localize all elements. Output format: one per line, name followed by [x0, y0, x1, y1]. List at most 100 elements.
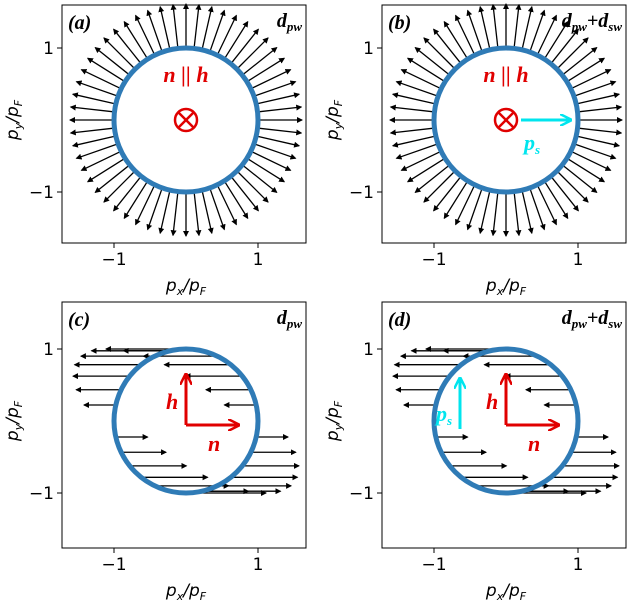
field-arrow: [170, 192, 179, 237]
y-axis-label: py/pF: [3, 400, 25, 442]
field-arrow: [94, 165, 130, 193]
field-arrow: [209, 188, 226, 231]
field-arrow: [574, 80, 617, 97]
y-tick-label: 1: [363, 340, 374, 360]
field-arrow: [466, 9, 483, 52]
y-axis-label: py/pF: [323, 99, 345, 141]
n-label: n: [528, 431, 540, 456]
y-tick-label: 1: [43, 340, 54, 360]
field-arrow: [103, 37, 135, 69]
x-tick-label: 1: [253, 250, 264, 270]
field-arrow: [391, 135, 435, 148]
ps-label: ps: [434, 401, 452, 428]
field-arrow: [231, 176, 259, 212]
fermi-circle: [431, 45, 581, 195]
field-arrow: [242, 47, 278, 75]
panel-b: −1 1 1 −1 px/pF py/pF (b) dpw+dsw n || h ps: [323, 3, 627, 298]
field-arrow: [551, 28, 579, 64]
plot-frame: [61, 4, 307, 244]
field-arrow: [224, 20, 249, 59]
field-arrow: [537, 185, 557, 226]
field-arrow: [247, 158, 286, 183]
field-arrow: [113, 176, 141, 212]
x-tick-label: 1: [573, 555, 584, 575]
field-arrow: [562, 47, 598, 75]
field-arrow: [567, 57, 606, 82]
field-arrow: [513, 192, 522, 237]
n-parallel-h-label: n || h: [163, 62, 208, 87]
field-arrow: [414, 165, 450, 193]
field-arrow: [490, 192, 499, 237]
field-arrow: [478, 5, 491, 49]
y-tick-label: 1: [43, 39, 54, 59]
x-axis-label: px/pF: [485, 581, 527, 603]
field-arrow: [69, 104, 114, 113]
field-arrow: [551, 176, 579, 212]
field-arrow: [562, 165, 598, 193]
ps-label: ps: [522, 130, 540, 157]
x-axis-label: px/pF: [165, 581, 207, 603]
y-tick-label: −1: [349, 484, 374, 504]
panel-d: −1 1 1 −1 px/pF py/pF (d) dpw+dsw h n ps: [323, 301, 627, 603]
field-arrow: [455, 14, 475, 55]
field-arrow: [193, 192, 202, 237]
field-arrow: [231, 28, 259, 64]
field-arrow: [258, 104, 303, 113]
field-arrow: [567, 158, 606, 183]
field-arrow: [395, 143, 438, 160]
field-arrow: [574, 143, 617, 160]
field-arrow: [146, 9, 163, 52]
field-arrow: [254, 80, 297, 97]
field-arrow: [80, 69, 121, 89]
field-arrow: [389, 127, 434, 136]
x-tick-label: −1: [101, 555, 126, 575]
panel-label: (b): [388, 12, 411, 34]
field-arrow: [123, 181, 148, 220]
field-arrow: [406, 57, 445, 82]
field-arrow: [113, 28, 141, 64]
field-arrow: [557, 37, 589, 69]
panel-label: (a): [68, 12, 91, 34]
panel-title: dpw: [277, 10, 303, 34]
panels-group: −1 1 1 −1 px/pF py/pF (a) dpw n || h −1 1 1 −1 px/pF p…: [3, 3, 627, 603]
field-arrow: [443, 20, 468, 59]
x-tick-label: −1: [421, 250, 446, 270]
field-arrow: [103, 171, 135, 203]
panel-title: dpw: [277, 307, 303, 331]
panel-a: −1 1 1 −1 px/pF py/pF (a) dpw n || h: [3, 3, 307, 298]
field-arrow: [237, 171, 269, 203]
field-arrow: [209, 9, 226, 52]
field-arrow: [577, 92, 621, 105]
field-arrow: [158, 5, 171, 49]
field-arrow: [158, 191, 171, 235]
x-tick-label: −1: [421, 555, 446, 575]
field-arrow: [490, 3, 499, 48]
field-arrow: [201, 5, 214, 49]
field-arrow: [433, 176, 461, 212]
into-page-icon: [173, 107, 199, 133]
n-label: n: [208, 431, 220, 456]
plot-frame: [381, 4, 627, 244]
field-arrow: [455, 185, 475, 226]
y-axis-label: py/pF: [3, 99, 25, 141]
plot-frame: [61, 301, 307, 549]
x-axis-label: px/pF: [165, 276, 207, 298]
field-arrow: [71, 135, 115, 148]
panel-title: dpw+dsw: [562, 307, 623, 331]
field-arrow: [391, 92, 435, 105]
field-arrow: [423, 37, 455, 69]
field-arrow: [257, 92, 301, 105]
fermi-circle: [431, 346, 581, 496]
field-arrow: [521, 5, 534, 49]
field-arrow: [443, 181, 468, 220]
field-arrow: [513, 3, 522, 48]
field-arrow: [578, 127, 623, 136]
field-arrow: [257, 135, 301, 148]
field-arrow: [254, 143, 297, 160]
field-arrow: [75, 143, 118, 160]
field-arrow: [400, 151, 441, 171]
field-arrow: [251, 151, 292, 171]
into-page-icon: [493, 107, 519, 133]
field-arrow: [544, 181, 569, 220]
h-label: h: [166, 389, 178, 414]
